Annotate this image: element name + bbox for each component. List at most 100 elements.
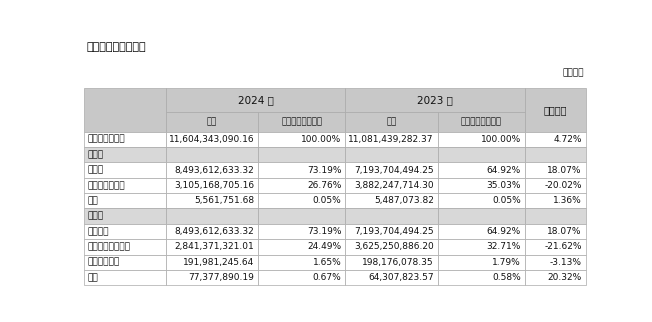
- Bar: [525, 208, 585, 224]
- Text: 11,604,343,090.16: 11,604,343,090.16: [169, 135, 254, 144]
- Bar: [346, 239, 438, 255]
- Bar: [438, 239, 525, 255]
- Bar: [166, 162, 258, 178]
- Text: -3.13%: -3.13%: [550, 258, 582, 267]
- Bar: [166, 112, 258, 132]
- Bar: [346, 193, 438, 208]
- Bar: [438, 112, 525, 132]
- Text: 64.92%: 64.92%: [487, 166, 521, 175]
- Bar: [438, 208, 525, 224]
- Text: 0.05%: 0.05%: [492, 196, 521, 205]
- Text: 单位：元: 单位：元: [563, 68, 584, 77]
- Bar: [346, 147, 438, 162]
- Text: 18.07%: 18.07%: [547, 227, 582, 236]
- Bar: [438, 255, 525, 270]
- Bar: [438, 193, 525, 208]
- Bar: [438, 132, 525, 147]
- Bar: [258, 112, 346, 132]
- Bar: [166, 193, 258, 208]
- Bar: [84, 193, 166, 208]
- Bar: [525, 255, 585, 270]
- Bar: [525, 132, 585, 147]
- Bar: [525, 239, 585, 255]
- Bar: [166, 178, 258, 193]
- Text: 2,841,371,321.01: 2,841,371,321.01: [175, 242, 254, 251]
- Text: 分行业: 分行业: [87, 150, 104, 159]
- Text: 0.67%: 0.67%: [313, 273, 342, 282]
- Text: 占营业总收入比重: 占营业总收入比重: [282, 117, 322, 126]
- Bar: [525, 224, 585, 239]
- Text: 73.19%: 73.19%: [307, 166, 342, 175]
- Bar: [438, 270, 525, 285]
- Text: 8,493,612,633.32: 8,493,612,633.32: [175, 166, 254, 175]
- Text: -21.62%: -21.62%: [544, 242, 582, 251]
- Text: 7,193,704,494.25: 7,193,704,494.25: [354, 166, 434, 175]
- Text: -20.02%: -20.02%: [544, 181, 582, 190]
- Bar: [258, 224, 346, 239]
- Text: 3,625,250,886.20: 3,625,250,886.20: [354, 242, 434, 251]
- Bar: [438, 147, 525, 162]
- Bar: [346, 112, 438, 132]
- Text: 3,882,247,714.30: 3,882,247,714.30: [354, 181, 434, 190]
- Text: 1.65%: 1.65%: [313, 258, 342, 267]
- Text: 11,081,439,282.37: 11,081,439,282.37: [348, 135, 434, 144]
- Text: 5,487,073.82: 5,487,073.82: [374, 196, 434, 205]
- Text: 同比增减: 同比增减: [544, 105, 567, 115]
- Text: 金融数据服务: 金融数据服务: [87, 258, 120, 267]
- Text: 营业总收入整体情况: 营业总收入整体情况: [87, 43, 146, 52]
- Bar: [166, 132, 258, 147]
- Bar: [346, 255, 438, 270]
- Bar: [84, 255, 166, 270]
- Bar: [258, 162, 346, 178]
- Bar: [166, 208, 258, 224]
- Text: 64.92%: 64.92%: [487, 227, 521, 236]
- Bar: [346, 224, 438, 239]
- Bar: [438, 178, 525, 193]
- Bar: [258, 193, 346, 208]
- Bar: [84, 224, 166, 239]
- Bar: [346, 270, 438, 285]
- Text: 100.00%: 100.00%: [301, 135, 342, 144]
- Bar: [258, 147, 346, 162]
- Bar: [84, 178, 166, 193]
- Bar: [346, 132, 438, 147]
- Text: 3,105,168,705.16: 3,105,168,705.16: [174, 181, 254, 190]
- Text: 分服务: 分服务: [87, 212, 104, 221]
- Bar: [166, 239, 258, 255]
- Text: 1.79%: 1.79%: [492, 258, 521, 267]
- Bar: [525, 193, 585, 208]
- Bar: [525, 178, 585, 193]
- Bar: [84, 147, 166, 162]
- Text: 18.07%: 18.07%: [547, 166, 582, 175]
- Text: 金额: 金额: [207, 117, 217, 126]
- Text: 191,981,245.64: 191,981,245.64: [183, 258, 254, 267]
- Text: 其他: 其他: [87, 273, 98, 282]
- Text: 证券业: 证券业: [87, 166, 104, 175]
- Text: 4.72%: 4.72%: [554, 135, 582, 144]
- Bar: [166, 270, 258, 285]
- Bar: [258, 132, 346, 147]
- Bar: [525, 162, 585, 178]
- Bar: [258, 178, 346, 193]
- Bar: [525, 88, 585, 132]
- Text: 64,307,823.57: 64,307,823.57: [368, 273, 434, 282]
- Text: 5,561,751.68: 5,561,751.68: [194, 196, 254, 205]
- Bar: [84, 88, 166, 132]
- Text: 7,193,704,494.25: 7,193,704,494.25: [354, 227, 434, 236]
- Bar: [438, 224, 525, 239]
- Bar: [84, 270, 166, 285]
- Text: 金额: 金额: [387, 117, 397, 126]
- Bar: [346, 178, 438, 193]
- Text: 24.49%: 24.49%: [307, 242, 342, 251]
- Text: 1.36%: 1.36%: [553, 196, 582, 205]
- Bar: [258, 255, 346, 270]
- Bar: [166, 255, 258, 270]
- Bar: [258, 270, 346, 285]
- Text: 20.32%: 20.32%: [548, 273, 582, 282]
- Bar: [166, 88, 346, 112]
- Text: 营业总收入合计: 营业总收入合计: [87, 135, 125, 144]
- Bar: [258, 208, 346, 224]
- Text: 0.58%: 0.58%: [492, 273, 521, 282]
- Bar: [166, 147, 258, 162]
- Text: 8,493,612,633.32: 8,493,612,633.32: [175, 227, 254, 236]
